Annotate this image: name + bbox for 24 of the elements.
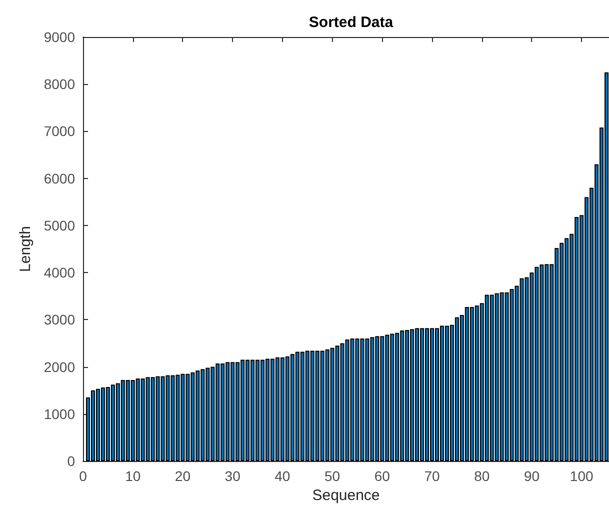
y-tick-label: 5000 — [44, 217, 76, 234]
y-tick-label: 6000 — [44, 170, 76, 186]
y-tick-label: 0 — [67, 453, 76, 469]
x-tick-label: 0 — [79, 468, 88, 484]
x-tick-label: 30 — [224, 468, 241, 484]
x-tick-label: 90 — [524, 468, 540, 484]
x-tick-label: 60 — [374, 468, 390, 484]
x-axis-title: Sequence — [312, 486, 380, 504]
y-tick-label: 7000 — [44, 123, 76, 140]
y-tick-label: 4000 — [44, 264, 76, 281]
x-tick-label: 40 — [274, 468, 290, 484]
y-tick-label: 8000 — [44, 76, 76, 92]
y-tick-label: 3000 — [44, 312, 76, 328]
x-tick-label: 70 — [424, 468, 440, 484]
chart-title: Sorted Data — [308, 14, 394, 31]
x-tick-label: 80 — [474, 468, 490, 484]
x-tick-label: 100 — [570, 468, 594, 484]
y-axis-title: Length — [16, 226, 34, 272]
x-tick-label: 20 — [174, 468, 191, 484]
x-tick-label: 10 — [125, 468, 141, 484]
x-tick-label: 50 — [324, 468, 340, 484]
y-tick-label: 1000 — [44, 406, 76, 422]
y-tick-label: 2000 — [44, 358, 76, 375]
y-tick-label: 9000 — [44, 29, 76, 45]
